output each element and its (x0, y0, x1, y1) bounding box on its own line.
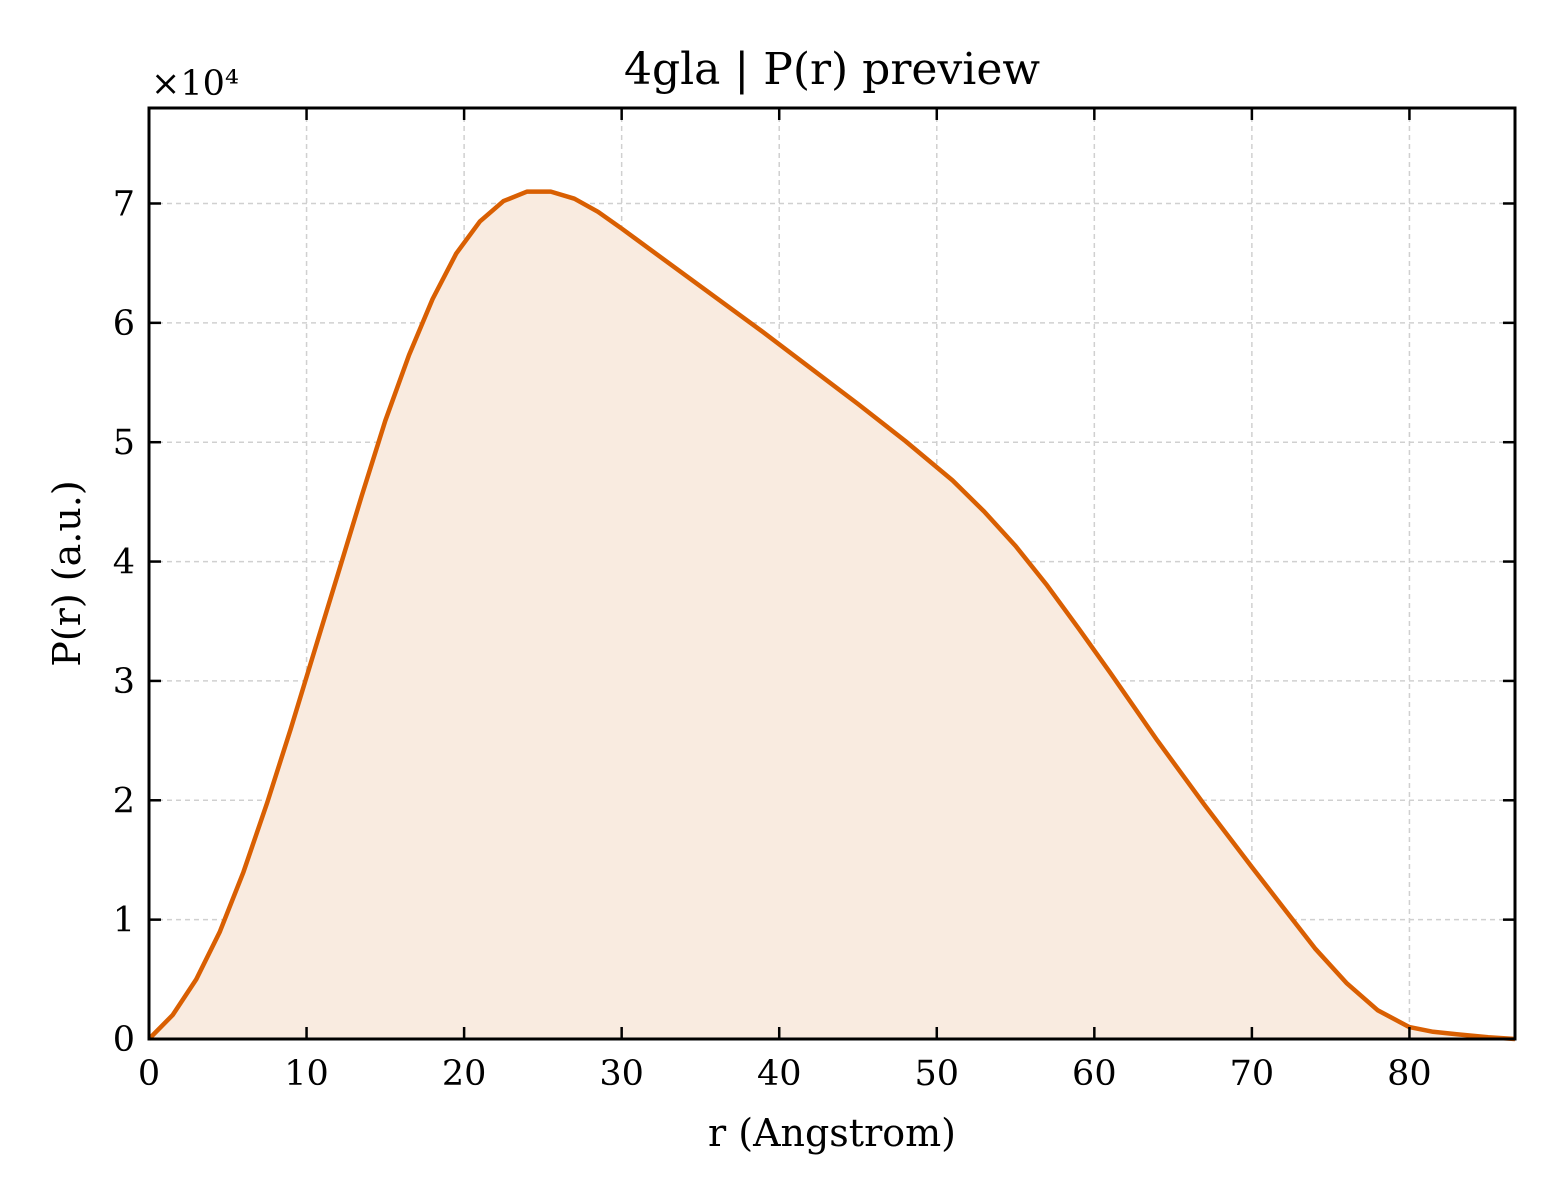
x-tick-label: 40 (757, 1054, 802, 1094)
x-axis-label: r (Angstrom) (708, 1111, 956, 1155)
x-tick-label: 30 (599, 1054, 644, 1094)
series-layer (147, 189, 1516, 1042)
y-axis-label: P(r) (a.u.) (45, 480, 89, 666)
y-offset-label: ×10⁴ (151, 64, 239, 104)
series-line (147, 189, 1516, 1042)
x-tick-label: 80 (1387, 1054, 1432, 1094)
x-tick-label: 20 (442, 1054, 487, 1094)
ticks-layer: 0 10 20 30 40 50 60 70 80 0 1 2 3 4 5 6 7 (113, 108, 1515, 1094)
x-tick-label: 60 (1072, 1054, 1117, 1094)
y-tick-label: 3 (113, 662, 135, 702)
y-tick-label: 2 (113, 781, 135, 821)
x-tick-label: 0 (138, 1054, 160, 1094)
x-tick-label: 50 (915, 1054, 960, 1094)
y-tick-label: 7 (113, 184, 135, 224)
y-tick-label: 1 (113, 901, 135, 941)
plot-frame (147, 106, 1517, 1041)
y-tick-label: 4 (113, 543, 135, 583)
y-tick-label: 6 (113, 304, 135, 344)
chart-title: 4gla | P(r) preview (624, 44, 1040, 95)
y-tick-label: 5 (113, 423, 135, 463)
y-tick-label: 0 (113, 1020, 135, 1060)
x-tick-label: 10 (284, 1054, 329, 1094)
x-tick-label: 70 (1230, 1054, 1275, 1094)
series-area-fill (149, 191, 1515, 1040)
